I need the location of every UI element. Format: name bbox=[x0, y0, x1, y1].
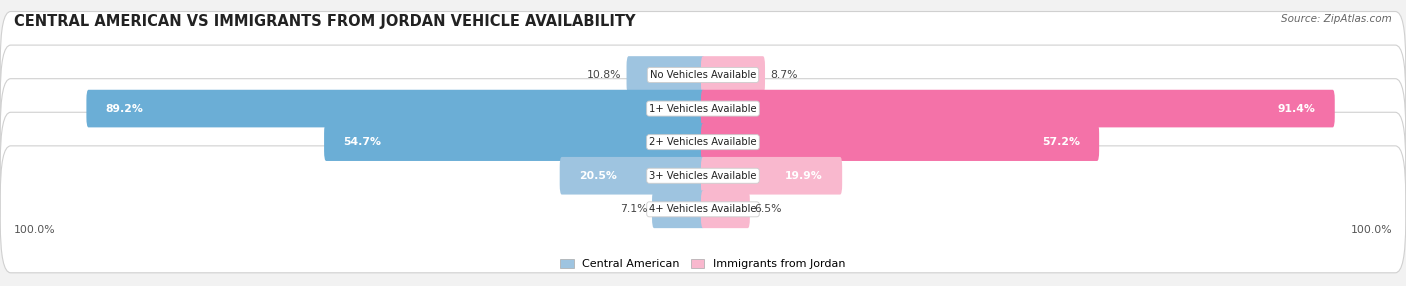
Legend: Central American, Immigrants from Jordan: Central American, Immigrants from Jordan bbox=[560, 259, 846, 269]
FancyBboxPatch shape bbox=[702, 190, 749, 228]
Text: No Vehicles Available: No Vehicles Available bbox=[650, 70, 756, 80]
Text: 57.2%: 57.2% bbox=[1042, 137, 1080, 147]
FancyBboxPatch shape bbox=[0, 79, 1406, 206]
FancyBboxPatch shape bbox=[652, 190, 704, 228]
Text: 4+ Vehicles Available: 4+ Vehicles Available bbox=[650, 204, 756, 214]
Text: 19.9%: 19.9% bbox=[785, 171, 823, 181]
FancyBboxPatch shape bbox=[0, 45, 1406, 172]
Text: 6.5%: 6.5% bbox=[755, 204, 782, 214]
Text: 10.8%: 10.8% bbox=[588, 70, 621, 80]
Text: 3+ Vehicles Available: 3+ Vehicles Available bbox=[650, 171, 756, 181]
FancyBboxPatch shape bbox=[702, 123, 1099, 161]
Text: 20.5%: 20.5% bbox=[579, 171, 617, 181]
Text: 89.2%: 89.2% bbox=[105, 104, 143, 114]
FancyBboxPatch shape bbox=[627, 56, 704, 94]
FancyBboxPatch shape bbox=[702, 157, 842, 194]
Text: Source: ZipAtlas.com: Source: ZipAtlas.com bbox=[1281, 14, 1392, 24]
Text: 1+ Vehicles Available: 1+ Vehicles Available bbox=[650, 104, 756, 114]
Text: 2+ Vehicles Available: 2+ Vehicles Available bbox=[650, 137, 756, 147]
FancyBboxPatch shape bbox=[86, 90, 704, 127]
FancyBboxPatch shape bbox=[0, 112, 1406, 239]
Text: 54.7%: 54.7% bbox=[343, 137, 381, 147]
Text: CENTRAL AMERICAN VS IMMIGRANTS FROM JORDAN VEHICLE AVAILABILITY: CENTRAL AMERICAN VS IMMIGRANTS FROM JORD… bbox=[14, 14, 636, 29]
Text: 100.0%: 100.0% bbox=[1350, 225, 1392, 235]
FancyBboxPatch shape bbox=[323, 123, 704, 161]
FancyBboxPatch shape bbox=[702, 90, 1334, 127]
FancyBboxPatch shape bbox=[0, 146, 1406, 273]
Text: 100.0%: 100.0% bbox=[14, 225, 56, 235]
FancyBboxPatch shape bbox=[0, 11, 1406, 138]
FancyBboxPatch shape bbox=[560, 157, 704, 194]
FancyBboxPatch shape bbox=[702, 56, 765, 94]
Text: 8.7%: 8.7% bbox=[770, 70, 797, 80]
Text: 91.4%: 91.4% bbox=[1278, 104, 1316, 114]
Text: 7.1%: 7.1% bbox=[620, 204, 647, 214]
